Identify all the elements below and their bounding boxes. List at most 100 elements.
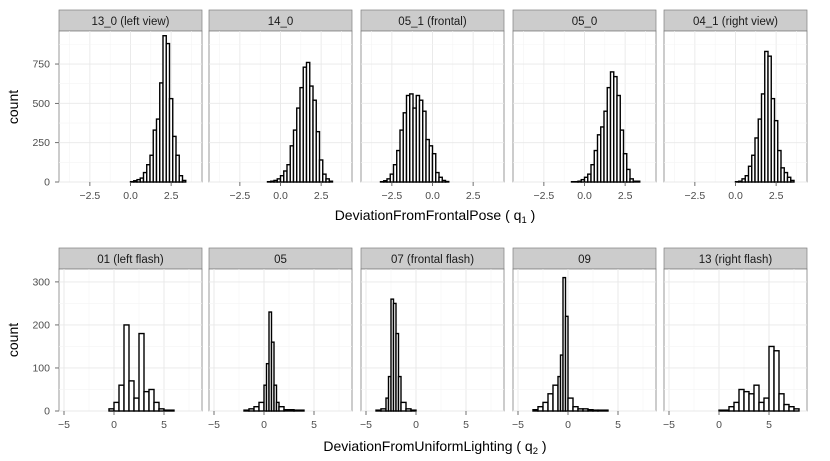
facet-title: 05_1 (frontal): [398, 16, 467, 28]
x-tick-label: 0.0: [577, 190, 592, 202]
histogram-bar: [564, 315, 569, 412]
x-tick-label: 0.0: [273, 190, 288, 202]
histogram-bar: [181, 179, 187, 183]
histogram-bar: [143, 390, 150, 412]
facet-title: 14_0: [268, 16, 294, 28]
histogram-bar: [325, 178, 330, 183]
histogram-bar: [793, 408, 800, 412]
y-tick-label: 250: [32, 137, 50, 149]
histogram-bar: [133, 397, 140, 412]
x-tick-label: 0: [565, 419, 571, 431]
histogram-bar: [278, 405, 285, 412]
histogram-bar: [567, 397, 574, 412]
facet-title: 05: [274, 254, 287, 266]
histogram-bar: [253, 405, 260, 412]
facet-panel: 13_0 (left view) −2.5 0.0 2.5: [58, 9, 203, 202]
x-tick-label: −2.5: [80, 190, 101, 202]
histogram-bar: [592, 409, 599, 412]
histogram-bar: [258, 401, 265, 412]
histogram-bar: [632, 180, 641, 183]
y-tick-label: 750: [32, 59, 50, 71]
histogram-bar: [777, 149, 782, 183]
x-tick-label: 5: [766, 419, 772, 431]
facet-title: 04_1 (right view): [693, 16, 778, 28]
x-tick-label: −2.5: [382, 190, 403, 202]
histogram-bar: [626, 168, 631, 183]
histogram-bar: [758, 401, 765, 412]
histogram-bar: [763, 397, 770, 412]
x-tick-label: 2.5: [314, 190, 329, 202]
x-axis-title: DeviationFromFrontalPose ( q1 ): [335, 207, 536, 226]
histogram-bar: [273, 384, 278, 412]
x-tick-label: 2.5: [618, 190, 633, 202]
histogram-bar: [537, 405, 544, 412]
x-tick-label: 0.0: [728, 190, 743, 202]
facet-panel: 07 (frontal flash) −5 0 5: [360, 247, 505, 431]
facet-title: 01 (left flash): [97, 254, 164, 266]
histogram-bar: [572, 405, 579, 412]
y-axis-title: count: [5, 90, 21, 124]
histogram-bar: [163, 409, 175, 412]
histogram-bar: [118, 384, 125, 412]
x-tick-label: 0: [413, 419, 419, 431]
histogram-bar: [532, 409, 539, 412]
x-tick-label: 2.5: [769, 190, 784, 202]
x-tick-label: −5: [512, 419, 524, 431]
chart-row-2: count 0 100 200 300 DeviationFromUniformLight…: [5, 247, 808, 457]
histogram-bar: [786, 176, 792, 183]
histogram-bar: [375, 409, 382, 412]
histogram-bar: [128, 380, 135, 412]
histogram-bar: [380, 408, 387, 412]
histogram-bar: [738, 388, 745, 412]
histogram-bar: [753, 384, 760, 412]
facet-title: 13 (right flash): [699, 254, 773, 266]
facet-panel: 14_0 −2.5 0.0 2.5: [208, 9, 353, 202]
facet-title: 05_0: [572, 16, 598, 28]
histogram-bar: [243, 409, 250, 412]
histogram-bar: [743, 390, 750, 412]
histogram-bar: [315, 130, 321, 183]
facet-panel: 05_1 (frontal) −2.5 0.0 2.5: [360, 9, 505, 202]
histogram-bar: [577, 408, 584, 412]
y-tick-label: 200: [32, 319, 50, 331]
x-tick-label: −2.5: [685, 190, 706, 202]
x-tick-label: 2.5: [164, 190, 179, 202]
x-tick-label: 5: [463, 419, 469, 431]
histogram-bar: [783, 403, 790, 412]
x-tick-label: 5: [615, 419, 621, 431]
histogram-bar: [293, 409, 305, 412]
histogram-bar: [547, 393, 554, 412]
histogram-bar: [328, 180, 334, 183]
histogram-bar: [400, 401, 407, 412]
histogram-bar: [395, 332, 400, 412]
x-tick-label: 5: [161, 419, 167, 431]
y-tick-label: 500: [32, 98, 50, 110]
histogram-bar: [178, 175, 184, 183]
x-tick-label: 0.0: [425, 190, 440, 202]
panel-background: [663, 268, 808, 412]
x-tick-label: −5: [360, 419, 372, 431]
histogram-bar: [248, 408, 255, 412]
x-tick-label: −5: [208, 419, 220, 431]
facet-title: 09: [578, 254, 591, 266]
histogram-bar: [748, 393, 755, 412]
x-tick-label: 2.5: [466, 190, 481, 202]
histogram-bar: [587, 409, 594, 412]
histogram-bar: [270, 341, 275, 412]
histogram-bar: [597, 409, 609, 412]
y-tick-label: 0: [44, 177, 50, 189]
histogram-bar: [728, 405, 735, 412]
histogram-bar: [629, 178, 634, 183]
histogram-bar: [788, 405, 795, 412]
histogram-bar: [138, 332, 145, 412]
histogram-bar: [283, 409, 295, 412]
facet-panel: 05_0 −2.5 0.0 2.5: [512, 9, 657, 202]
histogram-bar: [718, 409, 730, 412]
y-axis-title: count: [5, 323, 21, 357]
histogram-bar: [410, 409, 417, 412]
histogram-bar: [123, 324, 130, 412]
histogram-bar: [582, 408, 589, 412]
x-tick-label: 0.0: [123, 190, 138, 202]
histogram-bar: [113, 401, 120, 412]
